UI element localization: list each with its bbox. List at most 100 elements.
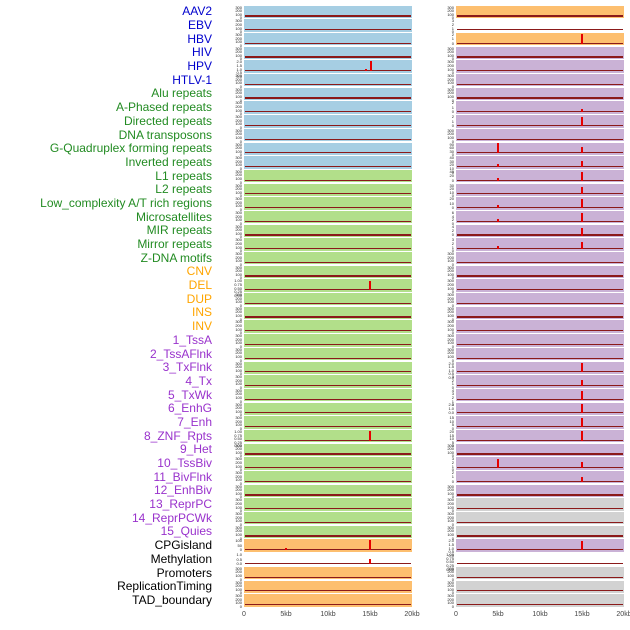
row-label: 2_TssAFlnk xyxy=(149,347,212,361)
y-tick-label: 300 xyxy=(235,100,242,106)
mini-plot xyxy=(244,361,412,374)
signal-baseline xyxy=(245,220,411,222)
row-label: 9_Het xyxy=(179,443,212,457)
feature-row: INV 300 200 100 0 300 200 100 0 xyxy=(0,320,630,335)
y-tick-label: 100 xyxy=(235,162,242,168)
y-tick-label: 100 xyxy=(447,531,454,537)
y-tick-label: 100 xyxy=(235,422,242,428)
y-axis-ticks: 300 200 100 0 xyxy=(412,580,456,594)
mini-plot xyxy=(244,306,412,320)
y-tick-label: 200 xyxy=(235,323,242,329)
y-tick-label: 200 xyxy=(235,268,242,274)
y-tick-label: 300 xyxy=(447,264,454,270)
row-label: 10_TssBiv xyxy=(157,457,212,471)
feature-row: HPV 2.0 1.5 1.0 0.5 0.0 300 200 100 0 xyxy=(0,60,630,78)
signal-baseline xyxy=(245,521,411,523)
y-tick-label: 100 xyxy=(447,258,454,264)
signal-baseline xyxy=(245,535,411,537)
y-tick-label: 300 xyxy=(447,346,454,352)
x-tick-label: 20kb xyxy=(404,611,420,619)
row-label: 14_ReprPCWk xyxy=(131,511,212,525)
y-tick-label: 100 xyxy=(235,39,242,45)
y-tick-label: 2 xyxy=(451,240,454,246)
y-tick-label: 10 xyxy=(449,200,454,206)
x-tick-label: 15kb xyxy=(362,611,378,619)
y-tick-label: 300 xyxy=(235,18,242,24)
y-tick-label: 0 xyxy=(451,232,454,238)
y-tick-label: 300 xyxy=(447,333,454,339)
feature-row: 9_Het 300 200 100 0 300 200 100 0 xyxy=(0,443,630,458)
signal-baseline xyxy=(457,480,623,482)
mini-plot xyxy=(456,19,624,32)
y-tick-label: 100 xyxy=(235,367,242,373)
y-axis-ticks: 300 200 100 0 xyxy=(218,525,244,539)
mini-plot xyxy=(456,156,624,169)
signal-baseline xyxy=(457,384,623,387)
y-tick-label: 200 xyxy=(235,76,242,82)
row-label: HIV xyxy=(191,46,212,60)
y-tick-label: 1 xyxy=(451,36,454,42)
y-tick-label: 300 xyxy=(447,251,454,257)
y-tick-label: 0 xyxy=(239,576,242,582)
mini-plot xyxy=(456,60,624,73)
y-tick-label: 1.0 xyxy=(236,66,242,72)
y-tick-label: 0.25 xyxy=(234,289,242,295)
y-tick-label: 0.0 xyxy=(448,374,454,380)
y-axis-ticks: 300 200 100 0 xyxy=(412,498,456,512)
y-tick-label: 200 xyxy=(447,336,454,342)
mini-plot xyxy=(244,224,412,238)
signal-baseline xyxy=(457,248,623,250)
y-tick-label: 300 xyxy=(447,127,454,133)
feature-row: L1 repeats 300 200 100 0 40 20 0 xyxy=(0,169,630,184)
y-axis-ticks: 300 200 100 0 xyxy=(412,293,456,307)
y-axis-ticks: 300 200 100 0 xyxy=(412,306,456,322)
y-tick-label: 200 xyxy=(447,76,454,82)
y-tick-label: 2.0 xyxy=(448,538,454,544)
y-tick-label: 100 xyxy=(235,121,242,127)
mini-plot xyxy=(244,402,412,415)
mini-plot xyxy=(244,46,412,60)
y-tick-label: 300 xyxy=(447,511,454,517)
y-tick-label: 1.0 xyxy=(448,545,454,551)
y-tick-label: 200 xyxy=(235,309,242,315)
y-tick-label: 200 xyxy=(447,8,454,14)
y-axis-ticks: 300 200 100 0 xyxy=(412,74,456,88)
y-tick-label: 20 xyxy=(449,162,454,168)
y-tick-label: 200 xyxy=(235,213,242,219)
y-tick-label: 200 xyxy=(447,131,454,137)
mini-plot xyxy=(456,553,624,566)
y-tick-label: 0 xyxy=(451,576,454,582)
signal-baseline xyxy=(457,138,623,140)
row-label: HBV xyxy=(187,32,212,46)
y-tick-label: 0.00 xyxy=(234,443,242,449)
mini-plot xyxy=(244,210,412,224)
feature-row: Methylation 1.0 0.5 0.0 1.00 0.75 0.50 0.25 0.00 xyxy=(0,553,630,571)
signal-spike xyxy=(581,147,583,154)
y-tick-label: 1 xyxy=(451,381,454,387)
y-tick-label: 100 xyxy=(235,258,242,264)
y-tick-label: 200 xyxy=(447,323,454,329)
y-axis-ticks: 300 200 100 0 xyxy=(218,129,244,143)
y-tick-label: 200 xyxy=(235,104,242,110)
row-label: Promoters xyxy=(156,566,212,580)
signal-baseline xyxy=(457,193,623,195)
y-tick-label: 0 xyxy=(451,316,454,322)
y-axis-ticks: 300 200 100 0 xyxy=(218,197,244,211)
y-tick-label: 0 xyxy=(239,261,242,267)
mini-plot xyxy=(244,553,412,566)
signal-spike xyxy=(581,462,583,469)
mini-plot xyxy=(244,416,412,429)
mini-plot xyxy=(456,429,624,443)
signal-baseline xyxy=(457,453,623,455)
y-tick-label: 10 xyxy=(449,189,454,195)
mini-plot xyxy=(456,101,624,114)
signal-baseline xyxy=(245,398,411,400)
y-tick-label: 200 xyxy=(235,473,242,479)
y-axis-ticks: 100 50 0 xyxy=(218,539,244,551)
y-tick-label: 100 xyxy=(235,217,242,223)
y-tick-label: 100 xyxy=(447,586,454,592)
signal-baseline xyxy=(245,56,411,58)
